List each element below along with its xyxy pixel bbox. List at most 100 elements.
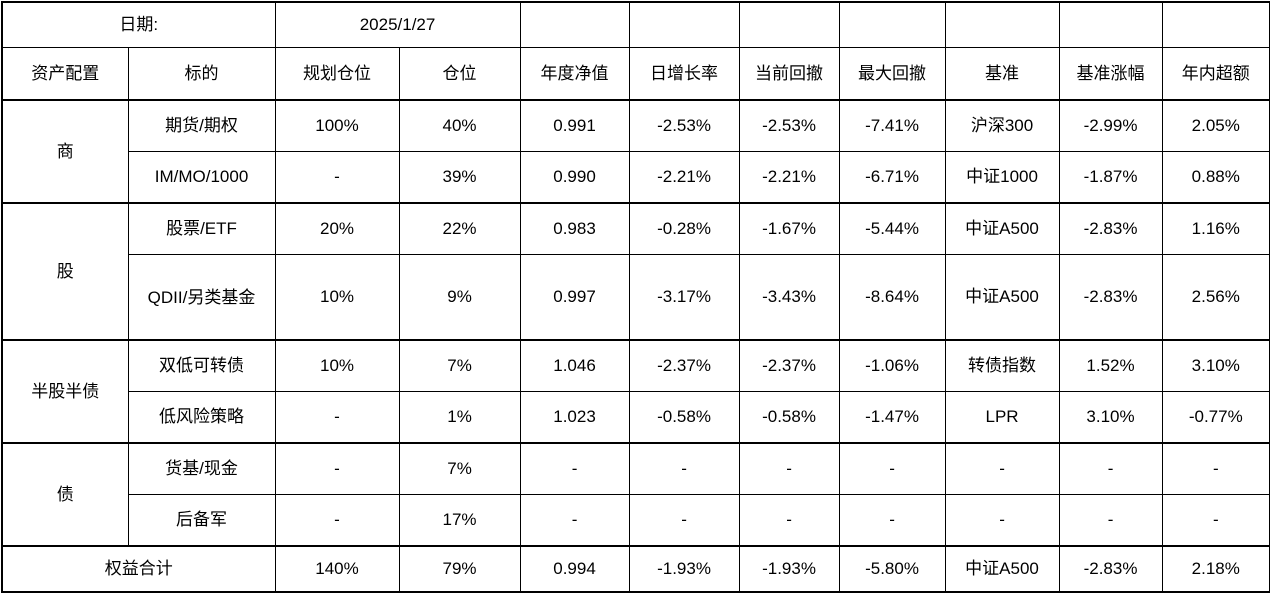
cell-benchmark-change[interactable]: -	[1058, 442, 1163, 495]
total-label-cell[interactable]: 权益合计	[1, 545, 276, 593]
cell-position[interactable]: 17%	[398, 494, 521, 547]
header-benchmark-change[interactable]: 基准涨幅	[1058, 47, 1163, 101]
cell-daily-change[interactable]: -	[628, 494, 740, 547]
cell-position[interactable]: 1%	[398, 391, 521, 444]
cell-position[interactable]: 7%	[398, 442, 521, 495]
header-current-drawdown[interactable]: 当前回撤	[738, 47, 840, 101]
header-planned-position[interactable]: 规划仓位	[274, 47, 400, 101]
cell-annual-nav[interactable]: 0.994	[519, 545, 630, 593]
header-max-drawdown[interactable]: 最大回撤	[838, 47, 946, 101]
cell-daily-change[interactable]: -0.58%	[628, 391, 740, 444]
group-cell-stock[interactable]: 股	[1, 202, 129, 341]
cell-planned-position[interactable]: 140%	[274, 545, 400, 593]
cell-max-drawdown[interactable]: -	[838, 442, 946, 495]
empty-cell[interactable]	[1058, 1, 1163, 48]
group-cell-bond[interactable]: 债	[1, 442, 129, 547]
cell-benchmark[interactable]: -	[944, 442, 1060, 495]
empty-cell[interactable]	[738, 1, 840, 48]
cell-daily-change[interactable]: -1.93%	[628, 545, 740, 593]
empty-cell[interactable]	[628, 1, 740, 48]
cell-ytd-excess[interactable]: -	[1161, 494, 1270, 547]
cell-target[interactable]: 货基/现金	[127, 442, 276, 495]
date-value-cell[interactable]: 2025/1/27	[274, 1, 521, 48]
cell-position[interactable]: 9%	[398, 254, 521, 341]
cell-benchmark[interactable]: 中证A500	[944, 545, 1060, 593]
cell-ytd-excess[interactable]: 0.88%	[1161, 151, 1270, 204]
cell-current-drawdown[interactable]: -0.58%	[738, 391, 840, 444]
group-cell-commodity[interactable]: 商	[1, 99, 129, 204]
cell-target[interactable]: 低风险策略	[127, 391, 276, 444]
cell-target[interactable]: IM/MO/1000	[127, 151, 276, 204]
cell-target[interactable]: 双低可转债	[127, 339, 276, 392]
cell-benchmark-change[interactable]: -2.99%	[1058, 99, 1163, 152]
group-cell-half-stock-half-bond[interactable]: 半股半债	[1, 339, 129, 444]
cell-ytd-excess[interactable]: -	[1161, 442, 1270, 495]
cell-benchmark-change[interactable]: -2.83%	[1058, 254, 1163, 341]
cell-ytd-excess[interactable]: -0.77%	[1161, 391, 1270, 444]
cell-annual-nav[interactable]: 0.997	[519, 254, 630, 341]
cell-annual-nav[interactable]: 0.983	[519, 202, 630, 255]
cell-daily-change[interactable]: -0.28%	[628, 202, 740, 255]
cell-position[interactable]: 22%	[398, 202, 521, 255]
header-position[interactable]: 仓位	[398, 47, 521, 101]
cell-daily-change[interactable]: -2.21%	[628, 151, 740, 204]
cell-current-drawdown[interactable]: -2.37%	[738, 339, 840, 392]
header-ytd-excess[interactable]: 年内超额	[1161, 47, 1270, 101]
empty-cell[interactable]	[838, 1, 946, 48]
cell-current-drawdown[interactable]: -	[738, 442, 840, 495]
cell-annual-nav[interactable]: -	[519, 442, 630, 495]
cell-benchmark-change[interactable]: 1.52%	[1058, 339, 1163, 392]
cell-benchmark[interactable]: 中证A500	[944, 202, 1060, 255]
cell-benchmark[interactable]: LPR	[944, 391, 1060, 444]
cell-current-drawdown[interactable]: -2.21%	[738, 151, 840, 204]
cell-max-drawdown[interactable]: -8.64%	[838, 254, 946, 341]
cell-planned-position[interactable]: 20%	[274, 202, 400, 255]
cell-benchmark-change[interactable]: -2.83%	[1058, 545, 1163, 593]
cell-max-drawdown[interactable]: -5.80%	[838, 545, 946, 593]
cell-planned-position[interactable]: -	[274, 151, 400, 204]
cell-benchmark-change[interactable]: 3.10%	[1058, 391, 1163, 444]
cell-position[interactable]: 39%	[398, 151, 521, 204]
cell-daily-change[interactable]: -2.37%	[628, 339, 740, 392]
cell-daily-change[interactable]: -2.53%	[628, 99, 740, 152]
cell-max-drawdown[interactable]: -5.44%	[838, 202, 946, 255]
cell-target[interactable]: QDII/另类基金	[127, 254, 276, 341]
cell-daily-change[interactable]: -	[628, 442, 740, 495]
cell-current-drawdown[interactable]: -1.93%	[738, 545, 840, 593]
cell-planned-position[interactable]: 10%	[274, 254, 400, 341]
cell-position[interactable]: 40%	[398, 99, 521, 152]
cell-annual-nav[interactable]: -	[519, 494, 630, 547]
cell-annual-nav[interactable]: 0.991	[519, 99, 630, 152]
cell-benchmark[interactable]: 中证1000	[944, 151, 1060, 204]
cell-position[interactable]: 79%	[398, 545, 521, 593]
cell-ytd-excess[interactable]: 3.10%	[1161, 339, 1270, 392]
cell-current-drawdown[interactable]: -	[738, 494, 840, 547]
cell-planned-position[interactable]: 10%	[274, 339, 400, 392]
cell-planned-position[interactable]: -	[274, 494, 400, 547]
header-annual-nav[interactable]: 年度净值	[519, 47, 630, 101]
empty-cell[interactable]	[1161, 1, 1270, 48]
cell-current-drawdown[interactable]: -3.43%	[738, 254, 840, 341]
cell-benchmark-change[interactable]: -2.83%	[1058, 202, 1163, 255]
cell-benchmark[interactable]: 沪深300	[944, 99, 1060, 152]
cell-planned-position[interactable]: 100%	[274, 99, 400, 152]
cell-ytd-excess[interactable]: 2.56%	[1161, 254, 1270, 341]
cell-benchmark[interactable]: 中证A500	[944, 254, 1060, 341]
cell-max-drawdown[interactable]: -6.71%	[838, 151, 946, 204]
cell-planned-position[interactable]: -	[274, 391, 400, 444]
cell-annual-nav[interactable]: 0.990	[519, 151, 630, 204]
header-benchmark[interactable]: 基准	[944, 47, 1060, 101]
cell-benchmark-change[interactable]: -	[1058, 494, 1163, 547]
cell-target[interactable]: 股票/ETF	[127, 202, 276, 255]
cell-max-drawdown[interactable]: -7.41%	[838, 99, 946, 152]
cell-annual-nav[interactable]: 1.046	[519, 339, 630, 392]
cell-planned-position[interactable]: -	[274, 442, 400, 495]
header-asset-class[interactable]: 资产配置	[1, 47, 129, 101]
cell-benchmark[interactable]: -	[944, 494, 1060, 547]
header-daily-change[interactable]: 日增长率	[628, 47, 740, 101]
cell-daily-change[interactable]: -3.17%	[628, 254, 740, 341]
cell-target[interactable]: 后备军	[127, 494, 276, 547]
cell-ytd-excess[interactable]: 2.18%	[1161, 545, 1270, 593]
cell-annual-nav[interactable]: 1.023	[519, 391, 630, 444]
cell-target[interactable]: 期货/期权	[127, 99, 276, 152]
